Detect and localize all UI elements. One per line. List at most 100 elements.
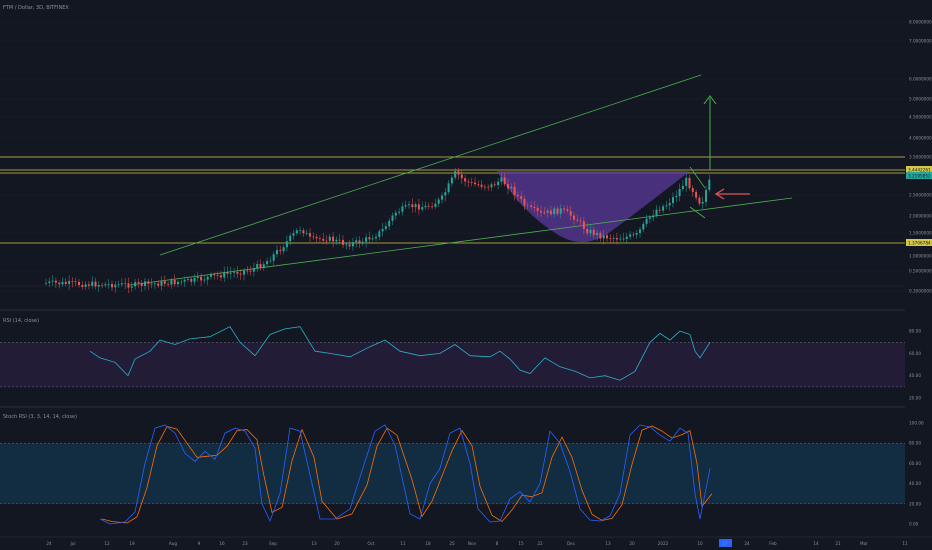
stoch-tick-label: 100.00 xyxy=(909,421,924,426)
candle-body xyxy=(543,212,546,214)
candle-body xyxy=(183,279,186,282)
candle-body xyxy=(599,232,602,239)
candle-body xyxy=(167,283,170,285)
time-tick-label: Aug xyxy=(169,541,178,546)
candle-body xyxy=(394,212,397,216)
candle-body xyxy=(361,241,364,244)
candle-body xyxy=(629,234,632,237)
candle-body xyxy=(414,204,417,208)
candle-body xyxy=(487,186,490,188)
candle-body xyxy=(672,197,674,204)
candle-body xyxy=(114,284,117,288)
candle-body xyxy=(619,238,622,240)
time-tick-label: 25 xyxy=(449,541,455,546)
candle-body xyxy=(569,210,572,216)
candle-body xyxy=(309,233,311,237)
candle-body xyxy=(266,261,269,265)
candle-body xyxy=(180,281,183,283)
price-tick-label: 0.3000000 xyxy=(909,289,932,294)
candle-body xyxy=(97,284,100,287)
candle-body xyxy=(58,282,61,285)
price-tick-label: 2.5000000 xyxy=(909,193,932,198)
price-axis[interactable]: 0.3000000 0.5000000 1.0000000 1.5000000 2.00… xyxy=(905,0,932,550)
time-tick-label: 13 xyxy=(605,541,611,546)
candle-body xyxy=(91,281,94,286)
candle-body xyxy=(193,277,196,282)
candle-body xyxy=(447,183,450,193)
candle-body xyxy=(325,240,328,242)
price-badge-label: 1.3706784 xyxy=(908,241,931,246)
candle-body xyxy=(470,182,473,183)
price-tick-label: 8.0000000 xyxy=(909,20,932,25)
candle-body xyxy=(262,264,265,268)
candle-body xyxy=(51,280,54,282)
candle-body xyxy=(381,228,384,232)
time-tick-label: 22 xyxy=(537,541,543,546)
candle-body xyxy=(408,204,410,206)
candle-body xyxy=(163,281,166,284)
price-tick-label: 3.5000000 xyxy=(909,155,932,160)
candle-body xyxy=(606,235,608,239)
candle-body xyxy=(573,215,575,220)
time-tick-label: Dec xyxy=(567,541,576,546)
candle-body xyxy=(120,283,123,285)
candle-body xyxy=(510,186,513,189)
time-tick-label: 8 xyxy=(496,541,499,546)
candle-body xyxy=(299,230,302,231)
candle-body xyxy=(338,239,341,241)
price-pane[interactable]: FTM / Dollar, 3D, BITFINEX xyxy=(0,5,905,294)
candle-body xyxy=(117,284,120,286)
candle-body xyxy=(68,280,71,284)
rsi-pane[interactable]: RSI (14, close) xyxy=(0,318,905,388)
candle-body xyxy=(401,206,404,212)
candle-body xyxy=(213,274,216,276)
candle-body xyxy=(150,283,153,285)
candle-body xyxy=(421,207,424,210)
time-tick-label: 2022 xyxy=(658,541,669,546)
candle-body xyxy=(520,196,523,199)
candle-body xyxy=(596,232,599,235)
stoch-pane[interactable]: Stoch RSI (3, 3, 14, 14, close) xyxy=(0,414,905,525)
candle-body xyxy=(589,229,592,234)
pane-separator[interactable] xyxy=(0,309,932,408)
candle-body xyxy=(358,240,361,244)
candle-body xyxy=(467,181,470,183)
candle-body xyxy=(378,231,381,237)
price-tick-label: 0.5000000 xyxy=(909,269,932,274)
candle-body xyxy=(226,272,229,274)
candle-body xyxy=(177,281,179,285)
candle-body xyxy=(305,233,308,234)
candle-body xyxy=(269,260,272,262)
time-tick-label: 24 xyxy=(744,541,750,546)
candle-body xyxy=(104,284,107,286)
time-axis[interactable]: 24 Jul 12 19 Aug 9 16 23 Sep 13 20 Oct 11 18 25 Nov 8 15 2… xyxy=(0,536,932,550)
time-tick-label: 24 xyxy=(46,541,52,546)
candle-body xyxy=(111,283,113,288)
candle-body xyxy=(127,283,130,288)
candle-body xyxy=(540,210,542,213)
candle-body xyxy=(483,186,486,188)
candle-body xyxy=(302,230,305,234)
candle-body xyxy=(582,221,585,230)
candle-body xyxy=(48,281,51,283)
candle-body xyxy=(434,203,437,207)
candle-body xyxy=(236,272,239,274)
candle-body xyxy=(322,238,325,241)
candle-body xyxy=(460,174,463,179)
candle-body xyxy=(107,283,110,285)
candle-body xyxy=(318,238,321,240)
candle-body xyxy=(559,208,562,214)
candle-body xyxy=(74,281,77,283)
time-tick-label: 13 xyxy=(311,541,317,546)
candle-body xyxy=(635,233,638,235)
candle-body xyxy=(239,273,242,275)
stoch-title: Stoch RSI (3, 3, 14, 14, close) xyxy=(3,414,77,420)
price-horizontal-lines xyxy=(0,156,905,287)
candle-body xyxy=(480,184,483,187)
candle-body xyxy=(474,182,476,185)
stoch-tick-label: 80.00 xyxy=(909,441,921,446)
candle-body xyxy=(259,264,262,268)
candle-body xyxy=(675,196,678,198)
candle-body xyxy=(493,184,496,186)
